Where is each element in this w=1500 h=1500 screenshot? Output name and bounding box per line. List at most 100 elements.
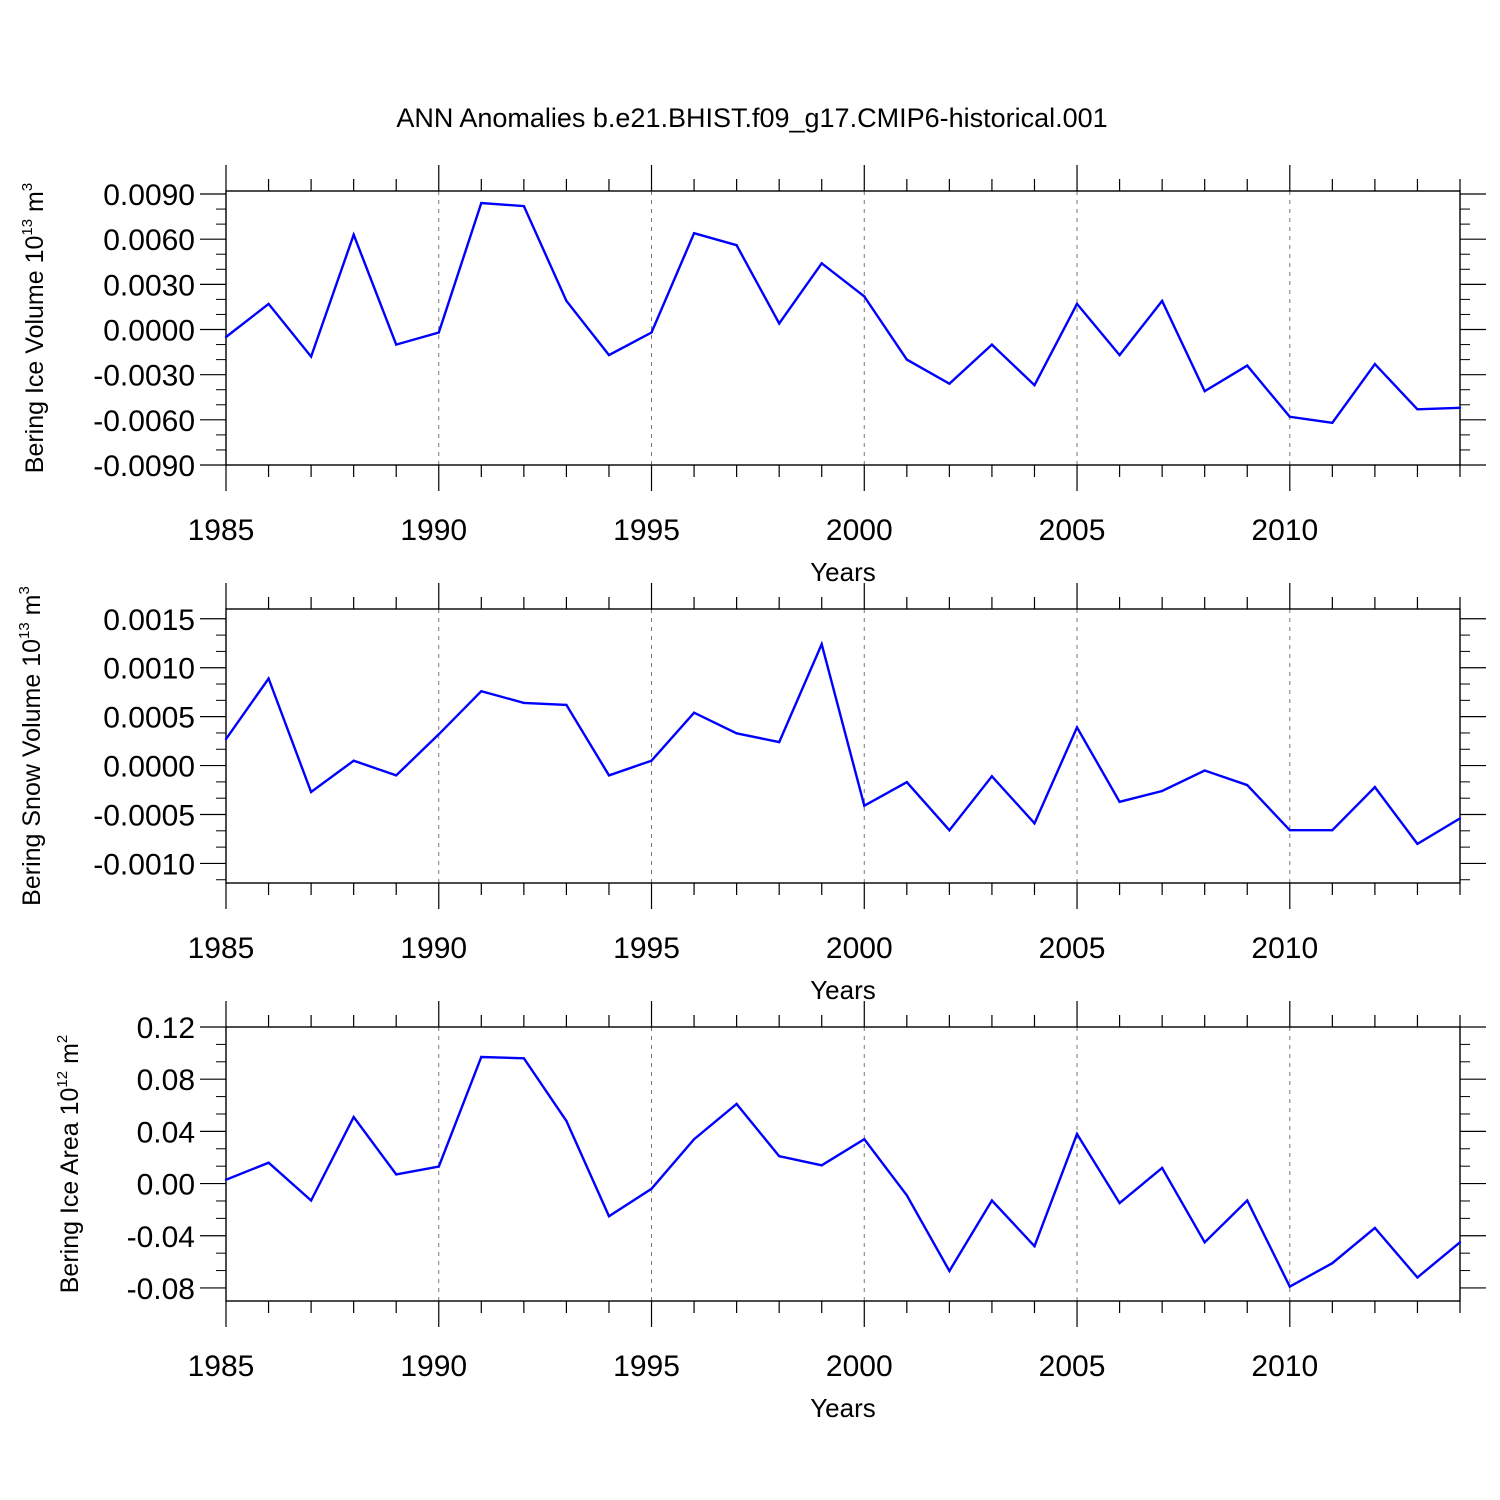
data-point [1075,302,1079,306]
x-tick-label: 1985 [188,514,255,547]
data-point [565,1119,568,1123]
data-point [820,1164,823,1167]
x-tick-label: 2000 [826,1350,893,1383]
data-point [224,737,228,741]
data-point [1288,1285,1291,1288]
data-point [437,733,440,736]
y-tick-label: 0.0015 [103,604,195,637]
figure-title: ANN Anomalies b.e21.BHIST.f09_g17.CMIP6-… [396,103,1107,133]
data-point [607,774,611,777]
y-tick-label: -0.04 [127,1221,195,1254]
data-point [905,358,909,361]
data-point [863,295,866,298]
data-point [522,204,526,208]
data-point [948,382,951,385]
data-point [395,1173,398,1176]
data-point [607,353,611,357]
data-point [1246,1199,1249,1202]
data-point [1246,783,1249,787]
data-point [1458,1241,1462,1244]
data-point [1118,800,1121,803]
data-point [1416,842,1419,846]
data-point [1033,822,1036,825]
data-point [480,201,483,205]
x-tick-label: 2005 [1039,932,1106,965]
y-tick-label: -0.08 [127,1273,195,1306]
x-tick-label: 1990 [400,1350,467,1383]
x-tick-label: 2000 [826,514,893,547]
data-point [1373,362,1377,366]
data-point [1458,817,1462,820]
x-tick-label: 2005 [1039,1350,1106,1383]
panel-1: 1985 1990 1995 2000 2005 2010 -0.0090 -0.0060 -0… [19,165,1486,587]
data-point [1416,1276,1419,1279]
x-tick-label: 1985 [188,1350,255,1383]
data-point [1160,789,1164,793]
data-point [948,1269,951,1273]
data-point [395,343,398,346]
y-tick-label: 0.0005 [103,702,195,735]
data-point [1203,1241,1206,1244]
y-axis-label: Bering Ice Volume 1013 m3 [19,183,49,473]
data-point [224,335,228,339]
y-axis-label: Bering Snow Volume 1013 m3 [16,586,46,906]
y-tick-label: 0.00 [137,1169,195,1202]
data-point [820,262,823,265]
x-tick-label: 1990 [400,514,467,547]
data-point [777,740,781,744]
y-tick-label: -0.0090 [93,450,195,483]
data-point [650,1187,653,1190]
data-point [309,1199,313,1202]
series-line [225,640,1461,846]
data-point [224,1178,228,1181]
y-tick-label: 0.04 [137,1116,195,1149]
y-tick-label: -0.0010 [93,848,195,881]
data-point [735,1102,738,1106]
data-point [395,774,398,777]
panel-2: 1985 1990 1995 2000 2005 2010 -0.0010 -0.0005 0.… [16,583,1486,1005]
data-point [522,701,526,705]
data-point [777,1154,781,1158]
data-point [522,1057,526,1060]
plot-frame [225,1026,1461,1302]
x-axis-label: Years [810,557,876,587]
y-tick-label: -0.0060 [93,405,195,438]
y-tick-label: 0.0030 [103,269,195,302]
series-line [225,1055,1461,1289]
x-tick-label: 2005 [1039,514,1106,547]
data-point [990,343,994,346]
data-point [267,677,270,680]
x-tick-label: 2000 [826,932,893,965]
data-point [309,355,313,358]
data-point [1033,1245,1036,1248]
data-point [1118,1201,1121,1205]
y-tick-label: 0.12 [137,1012,195,1045]
data-point [650,331,653,334]
data-point [1203,769,1206,772]
x-tick-label: 1995 [613,1350,680,1383]
y-tick-label: -0.0005 [93,800,195,833]
data-point [1458,406,1462,409]
y-axis-label: Bering Ice Area 1012 m2 [54,1035,84,1294]
data-point [990,1199,994,1202]
data-point [735,243,738,247]
x-tick-label: 1990 [400,932,467,965]
data-point [565,703,568,707]
data-point [1373,785,1377,789]
x-tick-label: 2010 [1251,1350,1318,1383]
x-axis-label: Years [810,1393,876,1423]
data-point [1246,364,1249,367]
data-point [309,790,313,794]
data-point [607,1214,611,1218]
data-point [352,233,355,236]
data-point [1075,1132,1079,1136]
data-point [352,1115,355,1119]
plot-frame [225,190,1461,466]
data-point [863,1138,866,1141]
data-point [1288,415,1291,419]
data-point [267,302,270,306]
data-point [1373,1226,1377,1230]
data-point [1203,390,1206,393]
y-tick-label: 0.0000 [103,315,195,348]
data-point [1160,299,1164,303]
